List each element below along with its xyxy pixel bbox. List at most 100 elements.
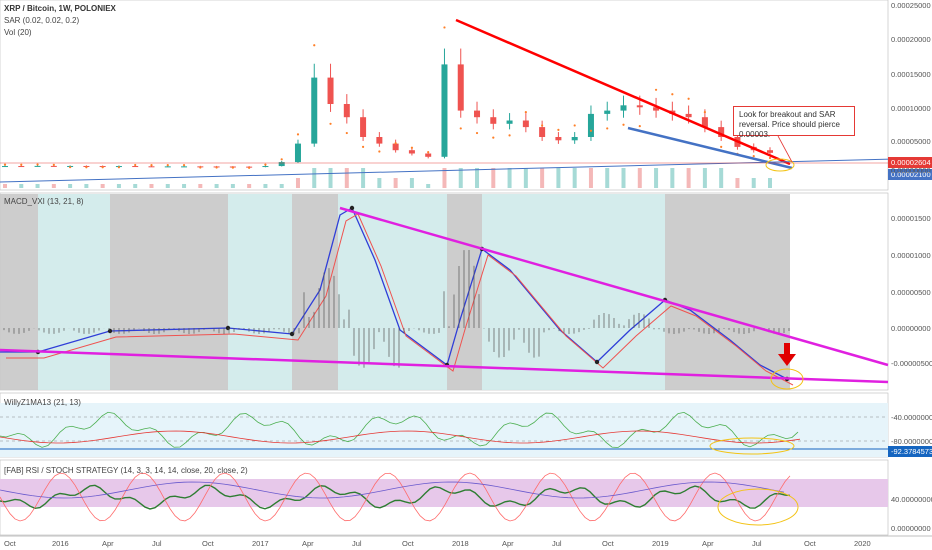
price-y-tick: 0.00015000: [891, 70, 931, 79]
sar-dot: [654, 88, 658, 91]
macd-highlight: [770, 368, 804, 390]
x-axis-tick: Jul: [552, 539, 562, 548]
volume-bar: [475, 168, 480, 188]
volume-bar: [84, 184, 89, 188]
volume-legend: Vol (20): [4, 28, 32, 37]
volume-bar: [735, 178, 740, 188]
rsi-y-tick: 40.00000000: [891, 495, 932, 504]
candle-body: [506, 120, 513, 124]
volume-bar: [377, 178, 382, 188]
volume-bar: [165, 184, 170, 188]
rsi-band: [0, 479, 888, 507]
candle-body: [636, 105, 643, 108]
candle-body: [311, 77, 318, 144]
macd-pivot: [349, 205, 355, 211]
price-y-tick: 0.00010000: [891, 104, 931, 113]
volume-bar: [588, 168, 593, 188]
x-axis-tick: 2016: [52, 539, 69, 548]
x-axis-tick: Apr: [102, 539, 114, 548]
candle-body: [294, 143, 301, 163]
price-highlight: [765, 158, 795, 172]
sar-dot: [752, 155, 755, 158]
sar-dot: [361, 145, 365, 148]
sar-dot: [687, 97, 690, 100]
sar-dot: [427, 151, 430, 154]
x-axis-tick: 2018: [452, 539, 469, 548]
downtrend-line: [455, 18, 791, 166]
sar-dot: [459, 127, 462, 130]
x-axis-tick: Apr: [702, 539, 714, 548]
sar-dot: [134, 163, 137, 167]
sar-dot: [410, 146, 414, 149]
macd-y-tick: 0.00000500: [891, 288, 931, 297]
volume-bar: [409, 178, 414, 188]
macd-band: [338, 194, 447, 390]
willy-green-line: [0, 411, 799, 448]
candle-body: [474, 110, 481, 118]
macd-pivot: [107, 328, 113, 334]
volume-bar: [605, 168, 610, 188]
volume-bar: [328, 168, 333, 188]
volume-bar: [491, 168, 496, 188]
rsi-green-line: [0, 484, 791, 510]
candle-body: [539, 127, 546, 137]
volume-bar: [393, 178, 398, 188]
volume-bar: [149, 184, 154, 188]
volume-bar: [263, 184, 268, 188]
volume-bar: [637, 168, 642, 188]
volume-bar: [670, 168, 675, 188]
macd-band: [665, 194, 790, 390]
willy-y-tick: -80.00000000: [891, 437, 932, 446]
price-y-tick: 0.00020000: [891, 35, 931, 44]
rsi-legend: [FAB] RSI / STOCH STRATEGY (14, 3, 3, 14…: [4, 466, 248, 475]
candle-body: [181, 166, 188, 168]
x-axis-tick: Apr: [502, 539, 514, 548]
willy-highlight: [709, 437, 795, 455]
volume-bar: [702, 168, 707, 188]
volume-bar: [279, 184, 284, 188]
sar-dot: [443, 26, 446, 29]
sar-dot: [541, 124, 544, 127]
volume-bar: [182, 184, 187, 188]
sar-dot: [589, 129, 593, 132]
volume-bar: [719, 168, 724, 188]
candle-body: [701, 117, 708, 128]
stoch-red-line: [0, 472, 791, 522]
rsi-highlight: [717, 488, 799, 526]
sar-dot: [182, 163, 186, 167]
x-axis-tick: Oct: [402, 539, 414, 548]
sar-dot: [199, 166, 202, 169]
candle-body: [620, 105, 627, 111]
macd-band: [38, 194, 110, 390]
sar-dot: [475, 131, 479, 135]
price-y-tick: 0.00000000: [891, 166, 931, 175]
candle-body: [718, 127, 725, 137]
sar-dot: [85, 166, 88, 169]
chart-title: XRP / Bitcoin, 1W, POLONIEX: [4, 4, 116, 13]
willy-y-tick: -40.00000000: [891, 413, 932, 422]
macd-pivot: [289, 331, 295, 337]
sar-dot: [638, 125, 641, 128]
volume-bar: [100, 184, 105, 188]
volume-bar: [133, 184, 138, 188]
macd-pivot: [225, 325, 231, 331]
candle-body: [441, 64, 448, 157]
sar-dot: [329, 122, 332, 125]
candle-body: [376, 137, 383, 144]
price-y-tick: 0.00025000: [891, 1, 931, 10]
x-axis-tick: Jul: [152, 539, 162, 548]
volume-bar: [572, 168, 577, 188]
volume-bar: [523, 168, 528, 188]
candle-body: [262, 166, 269, 168]
volume-bar: [507, 168, 512, 188]
volume-bar: [51, 184, 56, 188]
volume-bar: [621, 168, 626, 188]
sar-dot: [313, 44, 316, 47]
sar-dot: [768, 156, 772, 160]
annotation-callout[interactable]: Look for breakout and SAR reversal. Pric…: [733, 106, 855, 139]
candle-body: [555, 137, 562, 141]
volume-bar: [426, 184, 431, 188]
sar-dot: [20, 163, 23, 166]
